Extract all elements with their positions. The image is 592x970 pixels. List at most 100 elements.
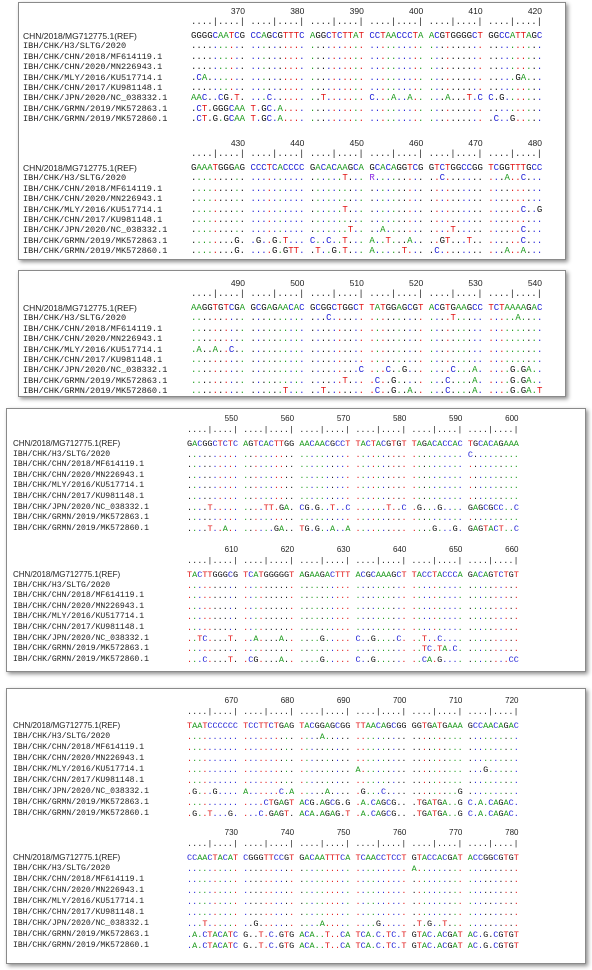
position-number: 520 xyxy=(409,278,424,288)
base-run: C. xyxy=(266,93,278,104)
base-run: A xyxy=(299,941,305,951)
base-run: . xyxy=(258,449,264,460)
base-run: . xyxy=(472,481,479,492)
base-run: . xyxy=(207,633,213,644)
base-run: .. xyxy=(509,204,521,215)
base-run: AAAA xyxy=(504,303,527,313)
base-run: G . xyxy=(457,787,473,797)
base-run: G. xyxy=(416,502,428,513)
base-run: . xyxy=(421,754,427,764)
base-run: . xyxy=(365,601,371,612)
base-run: C. xyxy=(391,941,402,951)
base-run: CCCC xyxy=(282,163,310,173)
base-run: C xyxy=(381,439,387,449)
base-run: ... xyxy=(447,765,468,775)
base-run: . xyxy=(432,513,438,524)
base-run: C xyxy=(493,721,499,731)
base-run: GG xyxy=(472,163,489,173)
base-run: . xyxy=(442,743,448,753)
base-run: A xyxy=(520,246,527,257)
base-run: . xyxy=(428,344,435,355)
base-run: . xyxy=(360,612,366,623)
base-run: . xyxy=(253,623,259,633)
base-run: . xyxy=(375,492,382,502)
base-run: . xyxy=(457,886,468,896)
sample-name: CHN/2018/MG712775.1(REF) xyxy=(13,439,121,448)
base-run: T xyxy=(347,225,354,236)
base-run: ... C xyxy=(288,235,316,246)
base-run: A xyxy=(345,853,356,863)
base-run: . xyxy=(212,313,219,324)
base-run: . xyxy=(239,386,251,397)
base-run: . xyxy=(319,591,325,602)
base-run: . xyxy=(309,743,315,753)
base-run: . xyxy=(239,355,251,365)
base-run: G xyxy=(437,798,443,808)
base-run: A xyxy=(266,303,273,313)
base-run: . xyxy=(385,246,391,257)
base-run: .. xyxy=(250,93,262,104)
base-run: T xyxy=(299,523,305,534)
sample-name: IBH/CHK/H3/SLTG/2020 xyxy=(13,449,111,459)
base-run: .. xyxy=(515,51,527,62)
base-run: . xyxy=(386,470,392,481)
base-run: A xyxy=(278,523,285,534)
base-run: . xyxy=(374,173,381,184)
base-run: . xyxy=(353,313,359,324)
base-run: . xyxy=(277,51,283,62)
base-run: . xyxy=(272,173,278,184)
base-run: .. xyxy=(248,732,259,742)
base-run: .. xyxy=(314,449,325,460)
base-run: . xyxy=(428,355,435,365)
base-run: . xyxy=(396,313,402,324)
base-run: . xyxy=(202,523,208,534)
base-run: . xyxy=(493,344,500,355)
base-run: . xyxy=(445,83,451,93)
base-run: . xyxy=(255,103,262,114)
base-run: . xyxy=(315,215,321,225)
base-run: .G xyxy=(493,93,505,104)
sequence-row: .......... .......... .......... .......… xyxy=(187,449,519,460)
base-run: . xyxy=(223,334,229,345)
position-number: 560 xyxy=(280,414,295,423)
base-run: . xyxy=(250,313,256,324)
base-run: . xyxy=(498,908,504,918)
base-run: ... xyxy=(282,114,300,125)
base-run: . xyxy=(243,897,249,907)
base-run: . xyxy=(234,225,240,236)
base-run: G xyxy=(192,809,198,819)
base-run: G xyxy=(421,798,427,808)
base-run: . xyxy=(467,886,473,896)
base-run: G xyxy=(437,654,443,665)
base-run: . xyxy=(309,62,316,73)
base-run: . xyxy=(472,41,478,52)
sequence-row: ........G. .G..G.T... C..C..T... A..T...… xyxy=(191,235,542,246)
base-run: . xyxy=(437,875,443,885)
base-run: A xyxy=(380,225,386,236)
sample-name: IBH/CHK/MLY/2016/KU517714.1 xyxy=(13,481,145,491)
base-run: CC xyxy=(461,163,473,173)
base-run: . xyxy=(445,62,451,73)
base-run: . xyxy=(442,754,448,764)
base-run: .. xyxy=(191,355,202,365)
base-run: .. xyxy=(284,460,300,471)
base-run: . xyxy=(493,323,500,334)
base-run: .. xyxy=(273,481,285,492)
base-run: . xyxy=(526,225,532,236)
base-run: . xyxy=(401,908,412,918)
base-run: . xyxy=(380,323,386,334)
base-run: . xyxy=(250,344,256,355)
base-run: T xyxy=(266,163,273,173)
base-run: .. xyxy=(488,62,500,73)
base-run: . xyxy=(336,72,343,83)
base-run: . xyxy=(421,460,427,471)
base-run: . xyxy=(355,908,361,918)
base-run: A xyxy=(472,502,479,513)
base-run: . xyxy=(192,523,198,534)
sample-name: IBH/CHK/H3/SLTG/2020 xyxy=(13,864,111,873)
sequence-row: .......... .......... .......... .......… xyxy=(191,51,542,62)
base-run: . xyxy=(299,344,310,355)
base-run: . xyxy=(315,225,321,236)
base-run: T xyxy=(232,853,244,863)
base-run: .T xyxy=(228,93,240,104)
